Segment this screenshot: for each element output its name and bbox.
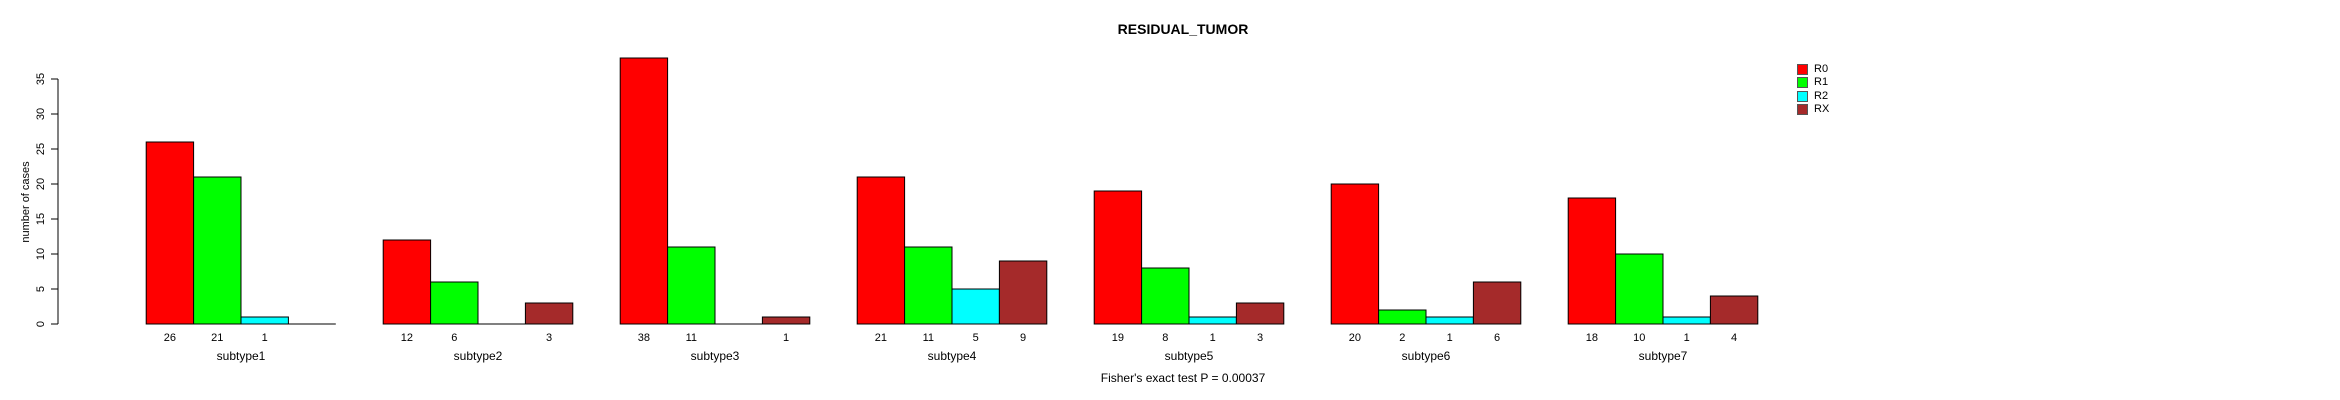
legend-item-r2: R2 <box>1797 90 1829 103</box>
svg-text:1: 1 <box>1447 332 1453 344</box>
svg-text:30: 30 <box>35 108 47 120</box>
svg-text:10: 10 <box>1633 332 1645 344</box>
legend-label-r2: R2 <box>1814 89 1829 102</box>
svg-text:9: 9 <box>1020 332 1026 344</box>
chart-title: RESIDUAL_TUMOR <box>1117 21 1249 37</box>
svg-text:10: 10 <box>35 248 47 260</box>
svg-text:4: 4 <box>1731 332 1737 344</box>
legend-swatch-rx <box>1797 104 1808 116</box>
svg-text:1: 1 <box>262 332 268 344</box>
svg-text:subtype1: subtype1 <box>217 349 266 363</box>
svg-text:15: 15 <box>35 213 47 225</box>
svg-text:subtype6: subtype6 <box>1402 349 1451 363</box>
svg-text:8: 8 <box>1162 332 1168 344</box>
legend: R0 R1 R2 RX <box>1797 63 1829 116</box>
legend-swatch-r2 <box>1797 90 1808 102</box>
svg-text:subtype2: subtype2 <box>454 349 503 363</box>
svg-text:subtype5: subtype5 <box>1165 349 1214 363</box>
svg-text:11: 11 <box>686 332 697 344</box>
svg-text:3: 3 <box>546 332 552 344</box>
legend-item-r0: R0 <box>1797 63 1829 76</box>
legend-swatch-r1 <box>1797 77 1808 89</box>
svg-text:6: 6 <box>1494 332 1500 344</box>
svg-text:20: 20 <box>1349 332 1361 344</box>
svg-text:25: 25 <box>35 143 47 155</box>
svg-text:1: 1 <box>783 332 789 344</box>
statistical-test-footnote: Fisher's exact test P = 0.00037 <box>1100 371 1266 385</box>
svg-text:1: 1 <box>1684 332 1690 344</box>
svg-text:21: 21 <box>211 332 223 344</box>
svg-text:0: 0 <box>35 321 47 327</box>
svg-text:subtype3: subtype3 <box>691 349 740 363</box>
svg-text:35: 35 <box>35 73 47 85</box>
legend-label-r1: R1 <box>1814 76 1829 89</box>
legend-item-rx: RX <box>1797 103 1829 116</box>
svg-text:11: 11 <box>923 332 934 344</box>
svg-text:1: 1 <box>1210 332 1216 344</box>
legend-item-r1: R1 <box>1797 76 1829 89</box>
legend-label-r0: R0 <box>1814 63 1829 76</box>
svg-text:3: 3 <box>1257 332 1263 344</box>
svg-text:12: 12 <box>401 332 413 344</box>
svg-text:21: 21 <box>875 332 887 344</box>
svg-text:5: 5 <box>35 286 47 292</box>
legend-label-rx: RX <box>1814 103 1830 116</box>
svg-text:2: 2 <box>1399 332 1405 344</box>
svg-text:19: 19 <box>1112 332 1124 344</box>
svg-text:subtype7: subtype7 <box>1639 349 1688 363</box>
svg-text:subtype4: subtype4 <box>928 349 977 363</box>
legend-swatch-r0 <box>1797 64 1808 76</box>
svg-text:6: 6 <box>451 332 457 344</box>
svg-text:26: 26 <box>164 332 176 344</box>
svg-text:38: 38 <box>638 332 650 344</box>
svg-text:5: 5 <box>973 332 979 344</box>
svg-text:20: 20 <box>35 178 47 190</box>
svg-text:18: 18 <box>1586 332 1598 344</box>
